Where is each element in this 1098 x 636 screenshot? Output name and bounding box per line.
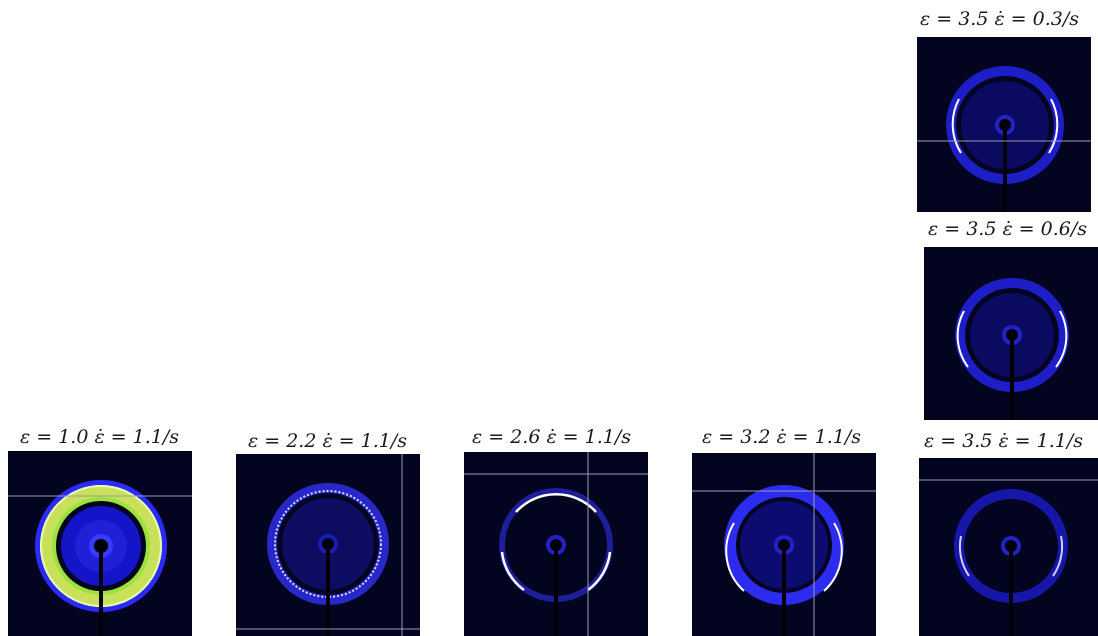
saxs-pattern-5-image (919, 458, 1098, 636)
saxs-pattern-6 (924, 247, 1098, 420)
panel-2-label: ε = 2.2 ε̇ = 1.1/s (248, 430, 408, 452)
saxs-pattern-7 (917, 37, 1091, 212)
panel-4-label: ε = 3.2 ε̇ = 1.1/s (702, 426, 862, 448)
saxs-pattern-3-image (464, 452, 648, 636)
saxs-pattern-1 (8, 451, 192, 636)
saxs-pattern-7-image (917, 37, 1091, 212)
saxs-pattern-4-image (692, 453, 876, 636)
panel-6-label: ε = 3.5 ε̇ = 0.6/s (928, 218, 1088, 240)
saxs-pattern-2-image (236, 454, 420, 636)
panel-3-label: ε = 2.6 ε̇ = 1.1/s (472, 426, 632, 448)
saxs-pattern-6-image (924, 247, 1098, 420)
panel-7-label: ε = 3.5 ε̇ = 0.3/s (920, 8, 1080, 30)
panel-5-label: ε = 3.5 ε̇ = 1.1/s (924, 430, 1084, 452)
panel-1-label: ε = 1.0 ε̇ = 1.1/s (20, 426, 180, 448)
saxs-pattern-2 (236, 454, 420, 636)
saxs-pattern-3 (464, 452, 648, 636)
saxs-pattern-1-image (8, 451, 192, 636)
saxs-pattern-4 (692, 453, 876, 636)
saxs-pattern-5 (919, 458, 1098, 636)
